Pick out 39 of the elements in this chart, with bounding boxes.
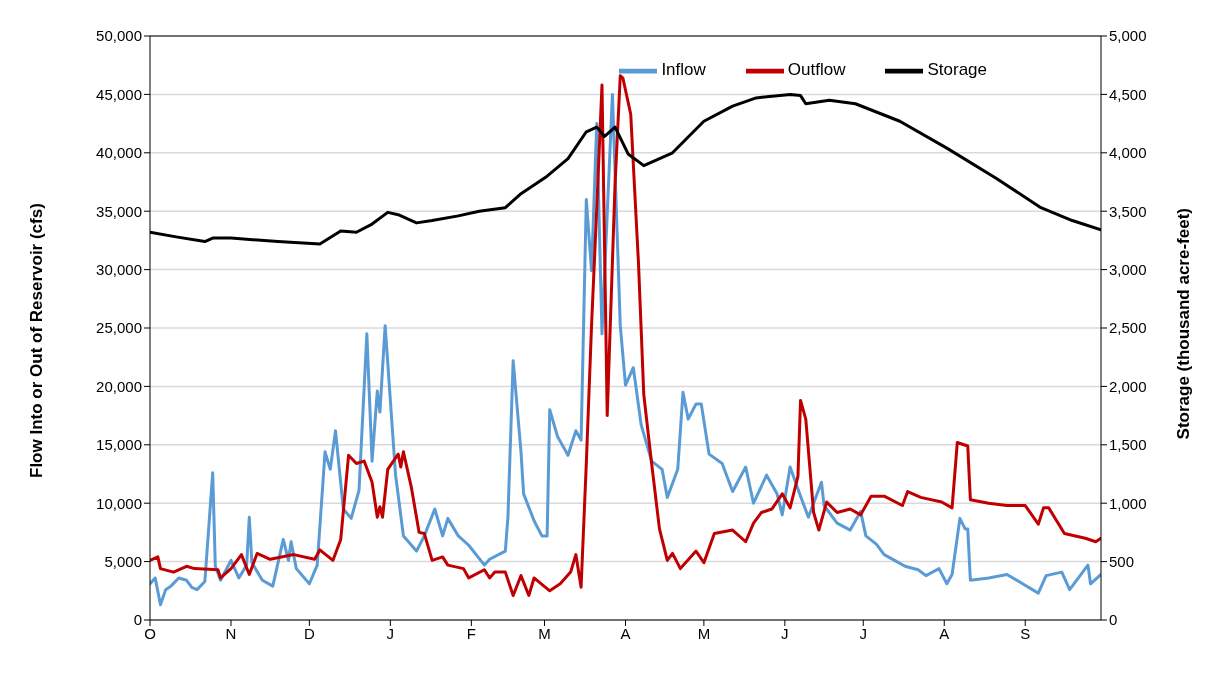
- y-tick-label: 10,000: [96, 494, 142, 512]
- y-tick-label: 15,000: [96, 436, 142, 454]
- y2-tick-label: 2,500: [1109, 319, 1147, 337]
- y-tick-label: 35,000: [96, 202, 142, 220]
- x-tick-label: M: [538, 624, 551, 642]
- y-tick-label: 40,000: [96, 144, 142, 162]
- x-tick-label: D: [303, 624, 315, 642]
- y2-tick-label: 1,000: [1109, 494, 1147, 512]
- x-tick-label: S: [1020, 624, 1031, 642]
- y-axis-title: Flow Into or Out of Reservoir (cfs): [27, 203, 47, 478]
- y2-tick-label: 4,000: [1109, 144, 1147, 162]
- y2-tick-label: 3,500: [1109, 202, 1147, 220]
- y2-tick-label: 4,500: [1109, 85, 1147, 103]
- y-tick-label: 30,000: [96, 260, 142, 278]
- x-tick-label: M: [697, 624, 711, 642]
- y-tick-label: 20,000: [96, 377, 142, 395]
- y-tick-label: 0: [133, 611, 142, 629]
- y-tick-label: 5,000: [104, 552, 142, 570]
- y-tick-label: 25,000: [96, 319, 142, 337]
- y2-axis-title: Storage (thousand acre-feet): [1174, 208, 1194, 440]
- x-tick-label: J: [859, 624, 867, 642]
- y2-tick-label: 500: [1109, 552, 1135, 570]
- x-tick-label: A: [620, 624, 631, 642]
- y-tick-label: 45,000: [96, 85, 142, 103]
- y-tick-label: 50,000: [96, 27, 142, 45]
- x-tick-label: F: [466, 624, 476, 642]
- x-tick-label: J: [781, 624, 789, 642]
- x-tick-label: N: [225, 624, 237, 642]
- x-tick-label: O: [144, 624, 156, 642]
- y2-tick-label: 2,000: [1109, 377, 1147, 395]
- y2-tick-label: 3,000: [1109, 260, 1147, 278]
- legend-label: Outflow: [787, 60, 846, 80]
- y2-tick-label: 0: [1109, 611, 1118, 629]
- legend-label: Inflow: [661, 60, 706, 80]
- legend-label: Storage: [927, 60, 987, 80]
- x-tick-label: J: [386, 624, 395, 642]
- y2-tick-label: 5,000: [1109, 27, 1147, 45]
- x-tick-label: A: [939, 624, 950, 642]
- y2-tick-label: 1,500: [1109, 436, 1147, 454]
